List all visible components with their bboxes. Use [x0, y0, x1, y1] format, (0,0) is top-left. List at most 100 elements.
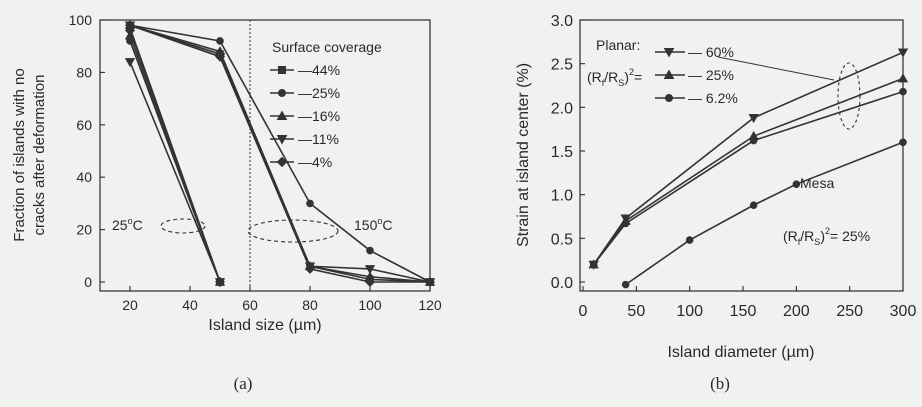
- chart-b-legend: Planar: (Rf/RS)2= — 60% — 25% — 6.2%: [587, 37, 861, 130]
- chart-b-legend-label-60%: — 60%: [688, 44, 734, 60]
- chart-a-legend-marker-4%: [276, 156, 288, 168]
- chart-a-point-11%: [124, 58, 136, 68]
- annotation-25C: 25oC: [112, 216, 143, 233]
- chart-b-legend-marker-60%: [663, 48, 675, 58]
- chart-a-legend-label-44%: —44%: [298, 62, 340, 78]
- chart-b-y-tick-label: 0.0: [551, 275, 573, 292]
- chart-a-ticks: 20 40 60 80 100 120 0 20 40 60 80 100: [69, 12, 442, 313]
- chart-a-point-4%: [214, 51, 226, 62]
- mesa-ratio-label: (Rf/RS)2= 25%: [783, 226, 870, 247]
- chart-b-xlabel: Island diameter (µm): [667, 344, 814, 361]
- chart-a-point-4%: [124, 20, 136, 31]
- chart-b-x-tick-label: 150: [730, 303, 757, 320]
- chart-a-legend-marker-11%: [276, 135, 288, 145]
- chart-b-x-tick-label: 200: [783, 303, 810, 320]
- chart-b-point-60%: [897, 48, 909, 58]
- chart-a-point-25%: [306, 199, 314, 208]
- chart-b-legend-marker-25%: [663, 69, 675, 79]
- chart-b-point-6.2%: [621, 219, 630, 228]
- chart-a-caption: (a): [234, 374, 253, 393]
- ellipse-25C: [160, 218, 206, 234]
- chart-a-legend-label-16%: —16%: [298, 108, 340, 124]
- chart-a-point-4%: [364, 276, 376, 288]
- chart-b-point-60%: [748, 114, 759, 124]
- legend-pointer-line: [717, 56, 835, 81]
- planar-ellipse: [837, 62, 861, 130]
- chart-a-series-4%-line-0: [129, 30, 221, 283]
- chart-a-series: [124, 19, 436, 288]
- chart-b-legend-label-25%: — 25%: [688, 67, 734, 83]
- chart-a-legend: Surface coverage —44% —25% —16% —11% —4%: [270, 39, 382, 170]
- chart-a-x-tick-label: 120: [418, 297, 442, 313]
- chart-a-x-tick-label: 80: [302, 297, 318, 313]
- chart-a-y-tick-label: 100: [69, 12, 93, 28]
- chart-a-x-tick-label: 60: [242, 297, 258, 313]
- chart-a-point-11%: [364, 265, 376, 275]
- chart-a-legend-label-11%: —11%: [298, 131, 339, 147]
- chart-b-point-Mesa: [792, 180, 801, 188]
- chart-a-x-tick-label: 40: [182, 297, 198, 313]
- chart-a-legend-label-4%: —4%: [298, 154, 332, 170]
- chart-b-point-6.2%: [589, 260, 598, 269]
- chart-a-ylabel-line1: Fraction of islands with no: [11, 68, 28, 241]
- chart-b-point-Mesa: [749, 201, 758, 209]
- chart-a-legend-label-25%: —25%: [298, 85, 340, 101]
- chart-b-legend-title: Planar:: [596, 37, 640, 53]
- chart-a-point-4%: [124, 25, 136, 36]
- chart-b-series-6.2%-line: [593, 90, 904, 266]
- chart-b-y-tick-label: 2.0: [551, 100, 573, 117]
- chart-b-y-tick-label: 2.5: [551, 57, 573, 74]
- chart-a-y-tick-label: 60: [76, 117, 92, 133]
- chart-a-legend-title: Surface coverage: [272, 39, 382, 55]
- chart-b-x-tick-label: 250: [836, 303, 863, 320]
- chart-a-y-tick-label: 40: [76, 169, 92, 185]
- chart-b-y-tick-label: 3.0: [551, 13, 573, 30]
- chart-a-legend-marker-25%: [278, 89, 286, 97]
- chart-a-x-tick-label: 20: [122, 297, 138, 313]
- chart-b-frame: [579, 19, 904, 292]
- chart-a-point-25%: [216, 37, 224, 45]
- chart-a-x-tick-label: 100: [358, 297, 382, 313]
- chart-a-ylabel-line2: cracks after deformation: [31, 75, 48, 236]
- chart-a-y-tick-label: 80: [76, 64, 92, 80]
- ellipse-150C: [247, 219, 339, 243]
- chart-b-series: [588, 48, 909, 289]
- chart-b-point-Mesa: [685, 236, 694, 244]
- chart-a-y-tick-label: 0: [84, 274, 92, 290]
- chart-b-y-tick-label: 1.5: [551, 144, 573, 161]
- chart-a-series-11%-line-0: [129, 61, 221, 283]
- chart-b-ylabel: Strain at island center (%): [515, 63, 532, 247]
- chart-b-x-tick-label: 300: [890, 303, 917, 320]
- chart-a-point-4%: [214, 276, 226, 288]
- chart-b-point-6.2%: [749, 136, 758, 145]
- chart-b-y-tick-label: 0.5: [551, 231, 573, 248]
- chart-b-point-6.2%: [899, 87, 907, 96]
- chart-b-point-Mesa: [621, 280, 630, 289]
- chart-b-ticks: 0 50 100 150 200 250 300 0.0 0.5 1.0 1.5 2.0 2.5 3.0: [551, 13, 917, 320]
- chart-a-point-4%: [424, 276, 436, 288]
- chart-b-legend-marker-6.2%: [665, 94, 673, 102]
- chart-b-x-tick-label: 100: [676, 303, 703, 320]
- chart-b: 0 50 100 150 200 250 3000.00.51.01.52.02.53.0 …: [515, 13, 916, 393]
- chart-a-y-tick-label: 20: [76, 222, 92, 238]
- chart-b-point-Mesa: [899, 138, 907, 147]
- chart-b-y-tick-label: 1.0: [551, 188, 573, 205]
- annotation-150C: 150oC: [354, 216, 393, 233]
- chart-a: 20 40 60 80 100 120 0 20 40 60 80 100 Fraction of i…: [11, 12, 442, 393]
- chart-a-legend-marker-16%: [276, 110, 288, 120]
- mesa-label: Mesa: [800, 175, 834, 191]
- chart-a-annotation-25C: 25oC: [112, 216, 206, 234]
- chart-b-legend-ratio: (Rf/RS)2=: [587, 67, 642, 88]
- chart-b-x-tick-label: 50: [627, 303, 645, 320]
- chart-b-series-Mesa-line: [625, 141, 904, 286]
- chart-a-point-25%: [366, 246, 374, 255]
- chart-a-point-4%: [304, 263, 316, 274]
- chart-b-caption: (b): [710, 374, 730, 393]
- chart-b-legend-label-6.2%: — 6.2%: [688, 90, 738, 106]
- chart-b-series-25%-line: [593, 77, 904, 266]
- chart-a-frame: [99, 19, 431, 292]
- chart-a-legend-marker-44%: [278, 66, 286, 74]
- chart-a-xlabel: Island size (µm): [208, 317, 321, 334]
